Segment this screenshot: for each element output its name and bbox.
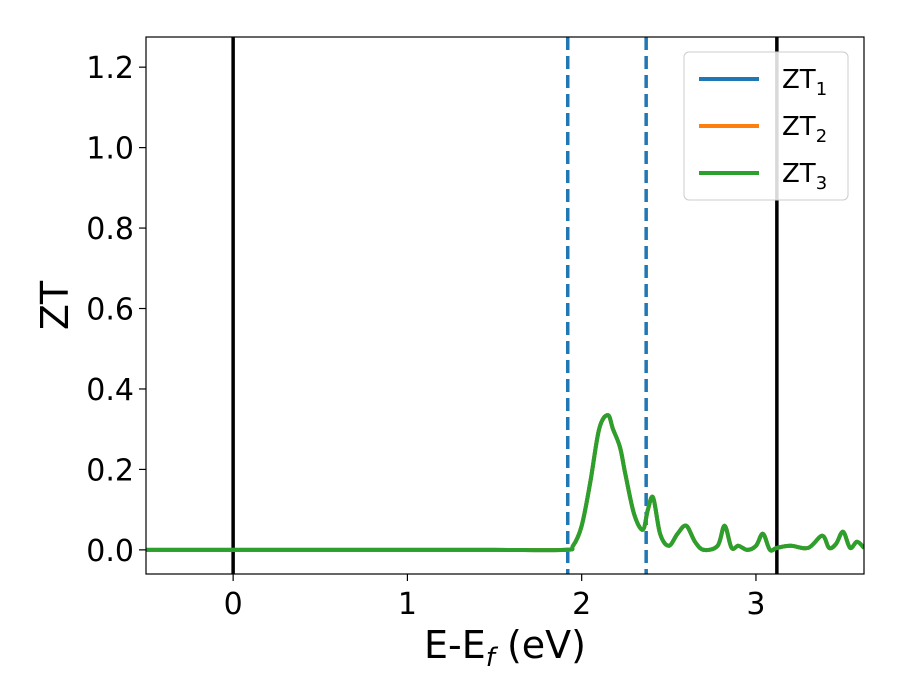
x-tick-label: 0 [224,587,243,622]
legend: ZT1 ZT2 ZT3 [683,51,849,201]
series-lines [146,413,864,553]
x-tick-label: 3 [746,587,765,622]
x-tick-label: 1 [398,587,417,622]
y-tick-label: 0.8 [86,212,134,247]
series-line-3 [146,413,864,553]
series-line-2 [146,413,864,553]
x-axis-label-main: E-E [424,623,486,667]
series-line-1 [146,413,864,553]
legend-label-1: ZT1 [782,65,827,100]
y-tick-label: 0.0 [86,534,134,569]
y-tick-label: 0.2 [86,453,134,488]
x-axis-label: E-Ef (eV) [424,623,586,673]
y-tick-label: 0.4 [86,373,134,408]
x-tick-label: 2 [572,587,591,622]
legend-label-3: ZT3 [782,159,827,194]
plot-frame [145,36,865,575]
y-tick-label: 1.2 [86,51,134,86]
legend-label-2: ZT2 [782,112,827,147]
y-tick-label: 0.6 [86,293,134,328]
legend-box [683,51,849,201]
x-axis-label-unit: (eV) [495,623,586,667]
y-axis-label: ZT [33,280,77,330]
y-axis-ticks: 0.0 0.2 0.4 0.6 0.8 1.0 1.2 [86,51,146,569]
y-tick-label: 1.0 [86,132,134,167]
x-axis-ticks: 0 1 2 3 [224,574,765,622]
